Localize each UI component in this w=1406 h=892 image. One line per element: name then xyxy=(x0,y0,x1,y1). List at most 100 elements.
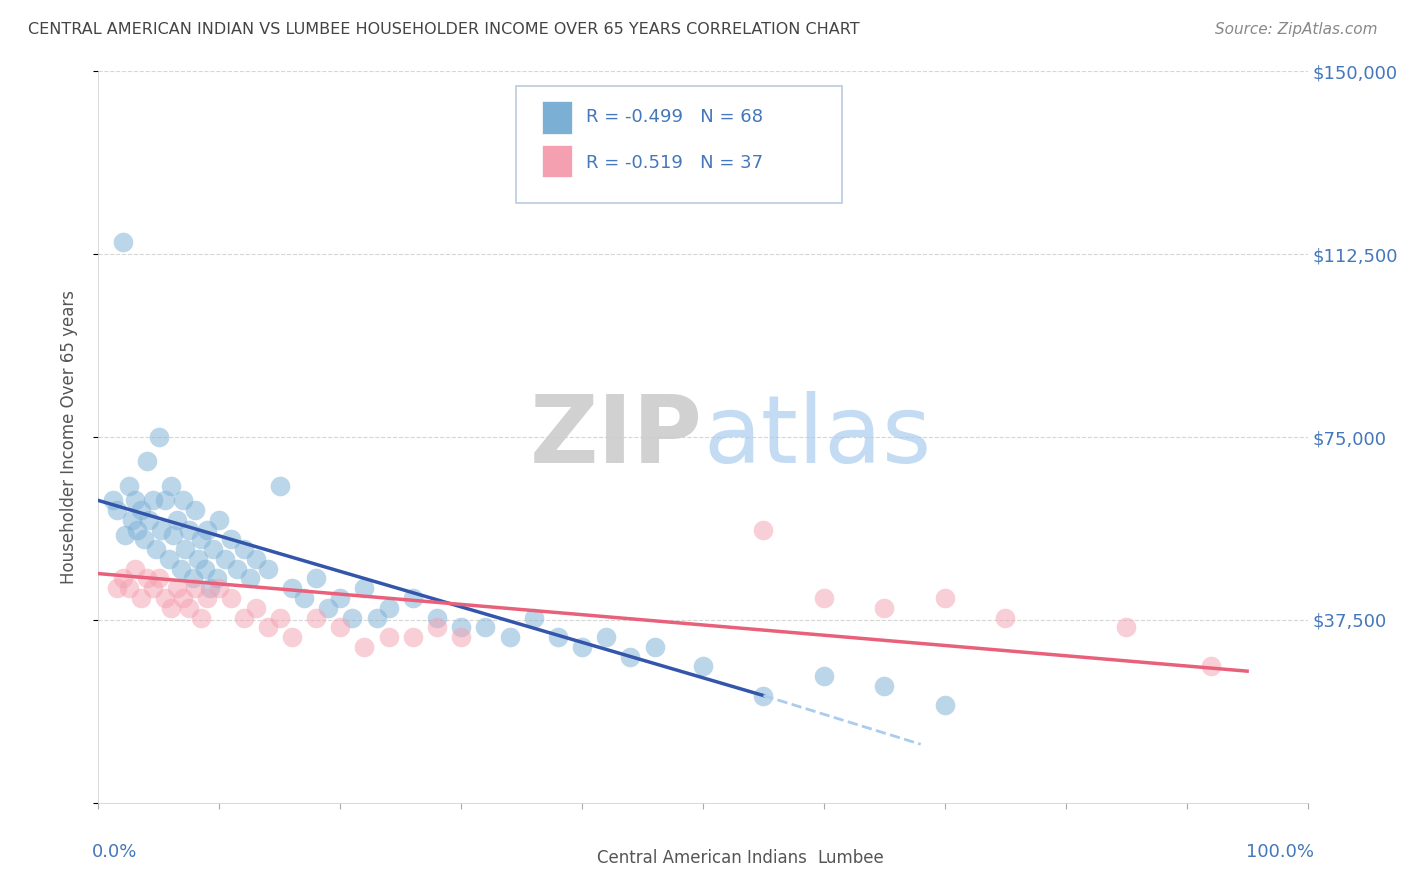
Point xyxy=(172,493,194,508)
Point xyxy=(644,640,666,654)
Point xyxy=(450,630,472,644)
Point xyxy=(305,610,328,624)
Point xyxy=(129,503,152,517)
Point xyxy=(813,669,835,683)
Bar xyxy=(543,101,572,134)
Point xyxy=(377,600,399,615)
Text: Lumbee: Lumbee xyxy=(818,848,884,867)
Point xyxy=(184,503,207,517)
Point xyxy=(232,610,254,624)
Point xyxy=(135,572,157,586)
Point xyxy=(121,513,143,527)
Text: 100.0%: 100.0% xyxy=(1246,843,1313,861)
Text: R = -0.519   N = 37: R = -0.519 N = 37 xyxy=(586,153,763,172)
Point xyxy=(994,610,1017,624)
Text: 0.0%: 0.0% xyxy=(93,843,138,861)
Point xyxy=(205,572,228,586)
Point xyxy=(194,562,217,576)
Point xyxy=(329,620,352,634)
Point xyxy=(124,562,146,576)
Point xyxy=(138,513,160,527)
Point xyxy=(619,649,641,664)
Point xyxy=(426,620,449,634)
Point xyxy=(166,581,188,595)
Point xyxy=(245,600,267,615)
Point xyxy=(142,581,165,595)
Point xyxy=(353,581,375,595)
Point xyxy=(498,630,520,644)
Point xyxy=(114,527,136,541)
Point xyxy=(1199,659,1222,673)
Point xyxy=(148,572,170,586)
Point xyxy=(181,572,204,586)
Point xyxy=(595,630,617,644)
Point xyxy=(135,454,157,468)
Y-axis label: Householder Income Over 65 years: Householder Income Over 65 years xyxy=(59,290,77,584)
Bar xyxy=(543,145,572,178)
Point xyxy=(214,552,236,566)
Point xyxy=(221,533,243,547)
Bar xyxy=(564,846,591,874)
Point xyxy=(873,600,896,615)
Point xyxy=(105,581,128,595)
Point xyxy=(692,659,714,673)
Point xyxy=(111,572,134,586)
Point xyxy=(226,562,249,576)
Point xyxy=(208,513,231,527)
Point xyxy=(160,600,183,615)
Point xyxy=(153,493,176,508)
Text: CENTRAL AMERICAN INDIAN VS LUMBEE HOUSEHOLDER INCOME OVER 65 YEARS CORRELATION C: CENTRAL AMERICAN INDIAN VS LUMBEE HOUSEH… xyxy=(28,22,859,37)
Point xyxy=(184,581,207,595)
Point xyxy=(174,542,197,557)
Text: Central American Indians: Central American Indians xyxy=(596,848,807,867)
Text: Source: ZipAtlas.com: Source: ZipAtlas.com xyxy=(1215,22,1378,37)
Point xyxy=(162,527,184,541)
Text: atlas: atlas xyxy=(703,391,931,483)
Text: R = -0.499   N = 68: R = -0.499 N = 68 xyxy=(586,109,762,127)
Point xyxy=(190,533,212,547)
Point xyxy=(172,591,194,605)
Point xyxy=(342,610,364,624)
Point xyxy=(353,640,375,654)
Point xyxy=(202,542,225,557)
Point xyxy=(813,591,835,605)
Point xyxy=(145,542,167,557)
Bar xyxy=(785,846,811,874)
Point xyxy=(187,552,209,566)
Point xyxy=(157,552,180,566)
Point xyxy=(208,581,231,595)
Point xyxy=(179,600,201,615)
Point xyxy=(118,479,141,493)
Point xyxy=(160,479,183,493)
Point xyxy=(150,523,173,537)
Point xyxy=(179,523,201,537)
Point xyxy=(402,591,425,605)
Point xyxy=(1115,620,1137,634)
Point xyxy=(366,610,388,624)
Point xyxy=(305,572,328,586)
Point xyxy=(934,591,956,605)
Point xyxy=(127,523,149,537)
FancyBboxPatch shape xyxy=(516,86,842,203)
Point xyxy=(934,698,956,713)
Point xyxy=(316,600,339,615)
Point xyxy=(129,591,152,605)
Point xyxy=(245,552,267,566)
Point xyxy=(571,640,593,654)
Point xyxy=(426,610,449,624)
Point xyxy=(124,493,146,508)
Point xyxy=(195,523,218,537)
Point xyxy=(752,523,775,537)
Point xyxy=(169,562,191,576)
Text: ZIP: ZIP xyxy=(530,391,703,483)
Point xyxy=(118,581,141,595)
Point xyxy=(752,689,775,703)
Point xyxy=(474,620,496,634)
Point xyxy=(198,581,221,595)
Point xyxy=(256,620,278,634)
Point xyxy=(547,630,569,644)
Point xyxy=(105,503,128,517)
Point xyxy=(221,591,243,605)
Point xyxy=(166,513,188,527)
Point xyxy=(523,610,546,624)
